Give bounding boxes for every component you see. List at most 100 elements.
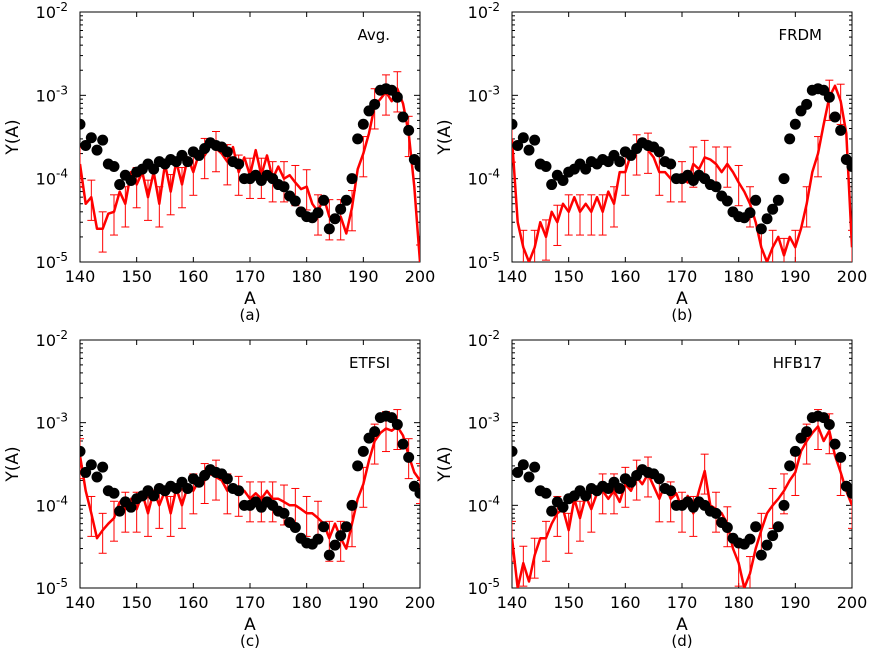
observed-point [614, 482, 626, 494]
x-tick-label: 140 [497, 267, 528, 286]
observed-point [352, 460, 364, 472]
x-axis-label: A [676, 289, 688, 309]
observed-point [517, 132, 529, 144]
observed-point [557, 175, 569, 187]
observed-point [546, 505, 558, 517]
observed-point [403, 124, 415, 136]
observed-point [665, 485, 677, 497]
observed-point [512, 445, 518, 457]
observed-point [221, 473, 233, 485]
panel-label: (a) [240, 306, 261, 324]
observed-point [233, 485, 245, 497]
y-axis-label: Y(A) [435, 119, 455, 155]
observed-point [346, 499, 358, 511]
observed-point [529, 461, 541, 473]
x-tick-label: 160 [610, 593, 641, 612]
observed-point [767, 530, 779, 542]
observed-point [801, 98, 813, 110]
observed-point [823, 419, 835, 431]
x-tick-label: 200 [837, 593, 868, 612]
observed-point [148, 163, 160, 175]
observed-point [512, 118, 518, 130]
observed-point [335, 203, 347, 215]
y-tick-label: 10-3 [36, 411, 68, 433]
observed-point [108, 160, 120, 172]
data-layer [512, 79, 852, 262]
observed-point [540, 160, 552, 172]
observed-point [517, 459, 529, 471]
y-tick-label: 10-4 [468, 167, 500, 189]
observed-point [80, 140, 92, 152]
observed-point [784, 460, 796, 472]
observed-point [778, 499, 790, 511]
observed-point [182, 482, 194, 494]
model-line [80, 425, 420, 550]
y-tick-label: 10-3 [36, 83, 68, 105]
observed-point [835, 124, 847, 136]
observed-point [750, 194, 762, 206]
observed-point [352, 133, 364, 145]
data-layer [80, 71, 420, 262]
observed-point [397, 438, 409, 450]
observed-point [823, 91, 835, 103]
x-tick-label: 180 [723, 267, 754, 286]
model-label: FRDM [778, 26, 822, 44]
observed-point [391, 419, 403, 431]
panel-label: (b) [671, 306, 692, 324]
observed-point [767, 203, 779, 215]
observed-point [329, 213, 341, 225]
observed-point [312, 533, 324, 545]
observed-point [540, 487, 552, 499]
y-tick-label: 10-2 [468, 328, 500, 350]
observed-point [755, 223, 767, 235]
observed-point [529, 134, 541, 146]
x-tick-label: 190 [348, 267, 379, 286]
x-tick-label: 190 [348, 593, 379, 612]
observed-point [97, 461, 109, 473]
x-tick-label: 170 [667, 267, 698, 286]
y-tick-label: 10-4 [36, 167, 68, 189]
observed-point [846, 160, 852, 172]
panel-label: (c) [240, 632, 260, 650]
observed-point [653, 146, 665, 158]
observed-point [233, 158, 245, 170]
observed-point [744, 207, 756, 219]
x-tick-label: 190 [780, 267, 811, 286]
x-axis-label: A [244, 615, 256, 635]
observed-point [403, 451, 415, 463]
observed-point [772, 521, 784, 533]
plot-frame [511, 339, 853, 589]
observed-point [721, 195, 733, 207]
observed-point [710, 507, 722, 519]
observed-point [801, 426, 813, 438]
observed-point [114, 505, 126, 517]
x-tick-label: 170 [235, 267, 266, 286]
x-tick-label: 150 [121, 593, 152, 612]
observed-point [772, 194, 784, 206]
observed-point [318, 521, 330, 533]
y-tick-label: 10-4 [36, 493, 68, 515]
observed-point [346, 173, 358, 185]
observed-point [829, 111, 841, 123]
x-tick-label: 150 [553, 267, 584, 286]
observed-point [357, 118, 369, 130]
observed-point [329, 539, 341, 551]
observed-point [614, 156, 626, 168]
panel-3: 140 150 160 170 180 190 200 10-5 10-4 10-3 10-2 A Y(… [3, 328, 435, 650]
y-tick-label: 10-5 [468, 576, 500, 598]
y-tick-label: 10-3 [468, 411, 500, 433]
observed-point [340, 521, 352, 533]
x-tick-label: 160 [178, 267, 209, 286]
observed-point [80, 466, 92, 478]
observed-point [85, 132, 97, 144]
model-label: HFB17 [773, 354, 822, 372]
observed-point [289, 195, 301, 207]
observed-point [391, 91, 403, 103]
observed-point [829, 438, 841, 450]
observed-point [312, 207, 324, 219]
panel-1: 140 150 160 170 180 190 200 10-5 10-4 10-3 10-2 A Y(… [3, 0, 435, 324]
y-tick-label: 10-3 [468, 83, 500, 105]
observed-point [653, 473, 665, 485]
x-tick-label: 160 [610, 267, 641, 286]
